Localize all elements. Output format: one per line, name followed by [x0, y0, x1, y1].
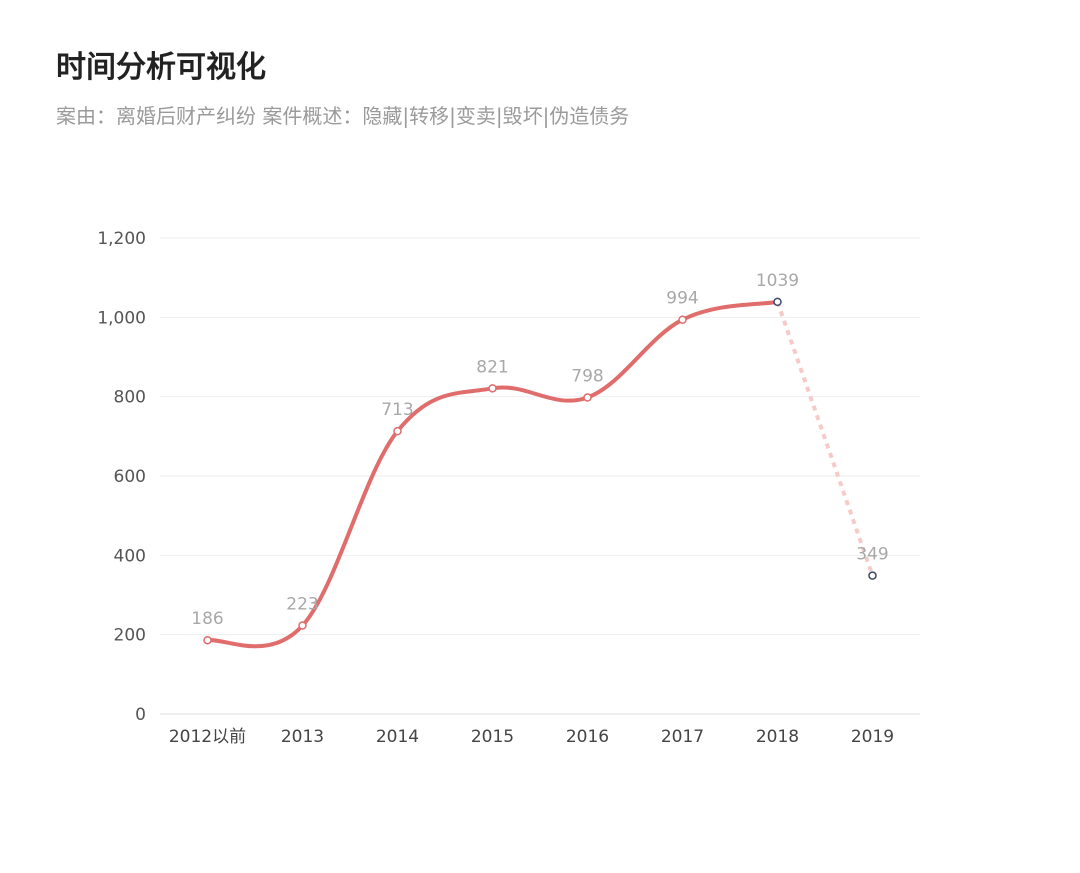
data-label: 821 — [476, 357, 508, 377]
data-point — [203, 635, 212, 645]
data-label: 798 — [571, 366, 603, 386]
x-tick-label: 2016 — [566, 727, 609, 747]
data-label: 1039 — [756, 271, 799, 291]
x-tick-label: 2018 — [756, 727, 799, 747]
y-tick-label: 0 — [135, 705, 146, 725]
data-point — [868, 571, 877, 580]
x-tick-label: 2014 — [376, 727, 419, 747]
y-tick-label: 1,000 — [97, 308, 146, 328]
chart-subtitle: 案由：离婚后财产纠纷 案件概述：隐藏|转移|变卖|毁坏|伪造债务 — [56, 104, 630, 128]
data-point — [298, 621, 307, 630]
y-tick-label: 200 — [114, 626, 146, 646]
y-tick-label: 600 — [114, 467, 146, 487]
data-point — [488, 384, 497, 393]
data-point — [678, 315, 687, 324]
x-tick-label: 2017 — [661, 727, 704, 747]
data-label: 713 — [381, 400, 413, 420]
data-label: 994 — [666, 289, 698, 309]
y-tick-label: 800 — [114, 388, 146, 408]
x-tick-label: 2015 — [471, 727, 514, 747]
data-point — [773, 297, 782, 307]
y-tick-label: 400 — [114, 546, 146, 566]
y-tick-label: 1,200 — [97, 229, 146, 249]
data-label: 223 — [286, 595, 318, 615]
chart-header: 时间分析可视化 案由：离婚后财产纠纷 案件概述：隐藏|转移|变卖|毁坏|伪造债务 — [56, 48, 629, 130]
data-point — [393, 426, 402, 436]
chart-title: 时间分析可视化 — [56, 50, 266, 85]
x-tick-label: 2019 — [851, 727, 894, 747]
data-point — [583, 393, 592, 402]
projected-line — [775, 301, 875, 577]
x-tick-label: 2013 — [281, 727, 324, 747]
x-tick-label: 2012以前 — [169, 727, 246, 747]
data-label: 186 — [191, 609, 223, 629]
data-label: 349 — [856, 545, 888, 565]
